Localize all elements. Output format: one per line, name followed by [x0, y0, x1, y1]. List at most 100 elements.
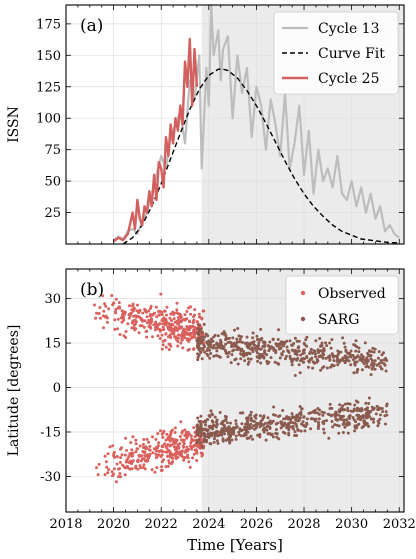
observed-point — [175, 301, 179, 305]
sarg-point — [239, 434, 243, 438]
sarg-point — [239, 411, 242, 415]
sarg-point — [333, 423, 337, 427]
sarg-point — [252, 340, 256, 344]
sarg-point — [237, 430, 241, 434]
sarg-point — [373, 359, 377, 363]
sarg-point — [205, 352, 209, 356]
sarg-point — [251, 336, 255, 340]
sarg-point — [231, 349, 235, 353]
sarg-point — [255, 355, 259, 359]
observed-point — [134, 450, 138, 454]
observed-point — [173, 335, 177, 339]
observed-point — [114, 297, 118, 301]
sarg-point — [305, 417, 309, 421]
observed-point — [123, 473, 127, 477]
sarg-point — [320, 341, 324, 345]
observed-point — [141, 311, 145, 315]
sarg-point — [355, 406, 359, 410]
sarg-point — [306, 365, 310, 369]
sarg-point — [375, 404, 379, 408]
sarg-point — [229, 421, 232, 425]
observed-point — [186, 453, 190, 457]
sarg-point — [229, 361, 233, 365]
sarg-point — [279, 426, 283, 430]
legend-a-box — [273, 11, 399, 95]
sarg-point — [215, 418, 219, 422]
sarg-point — [356, 417, 360, 421]
sarg-point — [232, 428, 236, 432]
x-tick-label: 2018 — [49, 517, 82, 532]
sarg-point — [308, 352, 312, 355]
observed-point — [133, 322, 137, 326]
sarg-point — [255, 334, 259, 338]
legend-observed-marker — [300, 290, 306, 296]
observed-point — [200, 316, 204, 320]
sarg-point — [341, 404, 345, 408]
sarg-point — [257, 338, 261, 341]
sarg-point — [201, 338, 205, 342]
observed-point — [200, 454, 204, 458]
observed-point — [138, 308, 142, 312]
observed-point — [140, 324, 144, 328]
sarg-point — [245, 420, 249, 424]
observed-point — [166, 464, 170, 468]
sarg-point — [212, 344, 216, 347]
sarg-point — [202, 322, 206, 326]
observed-point — [175, 308, 179, 312]
observed-point — [158, 337, 162, 340]
sarg-point — [220, 433, 224, 437]
observed-point — [173, 431, 177, 434]
observed-point — [157, 441, 161, 445]
sarg-point — [329, 365, 333, 369]
sarg-point — [251, 331, 255, 335]
sarg-point — [291, 421, 295, 425]
sarg-point — [296, 419, 300, 423]
sarg-point — [364, 416, 368, 419]
sarg-point — [278, 414, 282, 418]
sarg-point — [278, 345, 282, 349]
observed-point — [126, 457, 130, 461]
observed-point — [96, 473, 100, 477]
sarg-point — [271, 337, 275, 341]
observed-point — [118, 333, 122, 336]
sarg-point — [291, 416, 295, 420]
sarg-point — [345, 418, 349, 422]
observed-point — [103, 473, 107, 477]
observed-point — [199, 325, 203, 329]
observed-point — [120, 320, 124, 324]
sarg-point — [332, 364, 336, 368]
sarg-point — [327, 413, 331, 417]
sarg-point — [349, 363, 353, 367]
sarg-point — [223, 348, 227, 352]
sarg-point — [239, 335, 243, 339]
legend-observed-label: Observed — [318, 286, 386, 302]
sarg-point — [221, 427, 225, 431]
sarg-point — [293, 336, 297, 340]
sarg-point — [263, 349, 267, 353]
observed-point — [161, 325, 165, 329]
sarg-point — [336, 363, 340, 367]
sarg-point — [360, 353, 363, 357]
sarg-point — [244, 430, 248, 434]
sarg-point — [248, 352, 252, 356]
sarg-point — [213, 415, 217, 419]
sarg-point — [287, 428, 291, 432]
observed-point — [175, 319, 179, 323]
observed-point — [149, 321, 153, 325]
observed-point — [193, 308, 197, 312]
observed-point — [104, 460, 108, 464]
sarg-point — [343, 402, 347, 406]
observed-point — [187, 339, 191, 343]
observed-point — [103, 302, 107, 306]
sarg-point — [197, 323, 201, 327]
observed-point — [183, 318, 187, 322]
sarg-point — [292, 427, 295, 431]
sarg-point — [371, 346, 375, 350]
sarg-point — [322, 431, 326, 435]
sarg-point — [262, 428, 266, 432]
sarg-point — [263, 351, 267, 355]
sarg-point — [346, 409, 350, 413]
observed-point — [112, 450, 116, 454]
observed-point — [202, 309, 206, 313]
observed-point — [186, 456, 190, 460]
